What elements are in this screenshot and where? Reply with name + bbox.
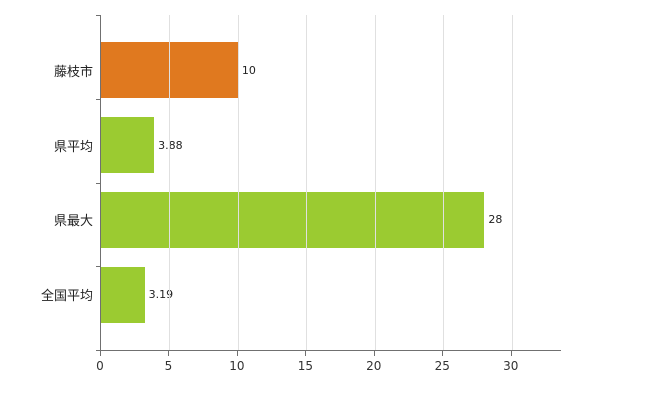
value-label: 28 bbox=[488, 213, 503, 227]
x-tick-mark bbox=[510, 351, 512, 356]
bar-row: 全国平均 3.19 bbox=[41, 266, 561, 323]
y-tick-mark bbox=[96, 15, 101, 16]
x-tick-label: 30 bbox=[503, 359, 519, 373]
gridline bbox=[374, 15, 376, 350]
value-label: 10 bbox=[241, 63, 256, 77]
plot-area: 藤枝市10県平均3.88県最大28全国平均3.19 bbox=[41, 15, 561, 351]
x-tick-label: 0 bbox=[96, 359, 104, 373]
bar bbox=[101, 191, 485, 248]
bar-row: 県最大 28 bbox=[54, 191, 561, 248]
gridline bbox=[306, 15, 308, 350]
gridline bbox=[511, 15, 513, 350]
value-label: 3.19 bbox=[148, 288, 174, 302]
x-tick-mark bbox=[100, 351, 101, 356]
y-tick-mark bbox=[96, 266, 101, 268]
x-tick-mark bbox=[236, 351, 238, 356]
x-axis: 0 5 10 15 20 25 30 bbox=[96, 351, 560, 381]
category-label: 県最大 bbox=[53, 214, 93, 230]
bar-rows: 藤枝市10県平均3.88県最大28全国平均3.19 bbox=[41, 15, 561, 350]
bar bbox=[101, 266, 145, 323]
gridline bbox=[169, 15, 171, 350]
x-tick-mark bbox=[442, 351, 444, 356]
x-tick-mark bbox=[373, 351, 375, 356]
x-tick-label: 15 bbox=[297, 359, 313, 373]
x-tick-label: 25 bbox=[434, 359, 450, 373]
x-tick-label: 5 bbox=[164, 359, 173, 373]
y-tick-mark bbox=[96, 350, 101, 351]
category-label: 県平均 bbox=[53, 139, 93, 155]
bar bbox=[101, 117, 155, 174]
category-label: 藤枝市 bbox=[53, 64, 93, 80]
y-tick-mark bbox=[96, 182, 101, 184]
y-tick-mark bbox=[96, 98, 101, 100]
category-label: 全国平均 bbox=[40, 289, 93, 305]
gridline bbox=[237, 15, 239, 350]
x-tick-label: 20 bbox=[366, 359, 382, 373]
gridline bbox=[443, 15, 445, 350]
x-tick-mark bbox=[168, 351, 170, 356]
x-tick-label: 10 bbox=[229, 359, 245, 373]
x-tick-mark bbox=[305, 351, 307, 356]
